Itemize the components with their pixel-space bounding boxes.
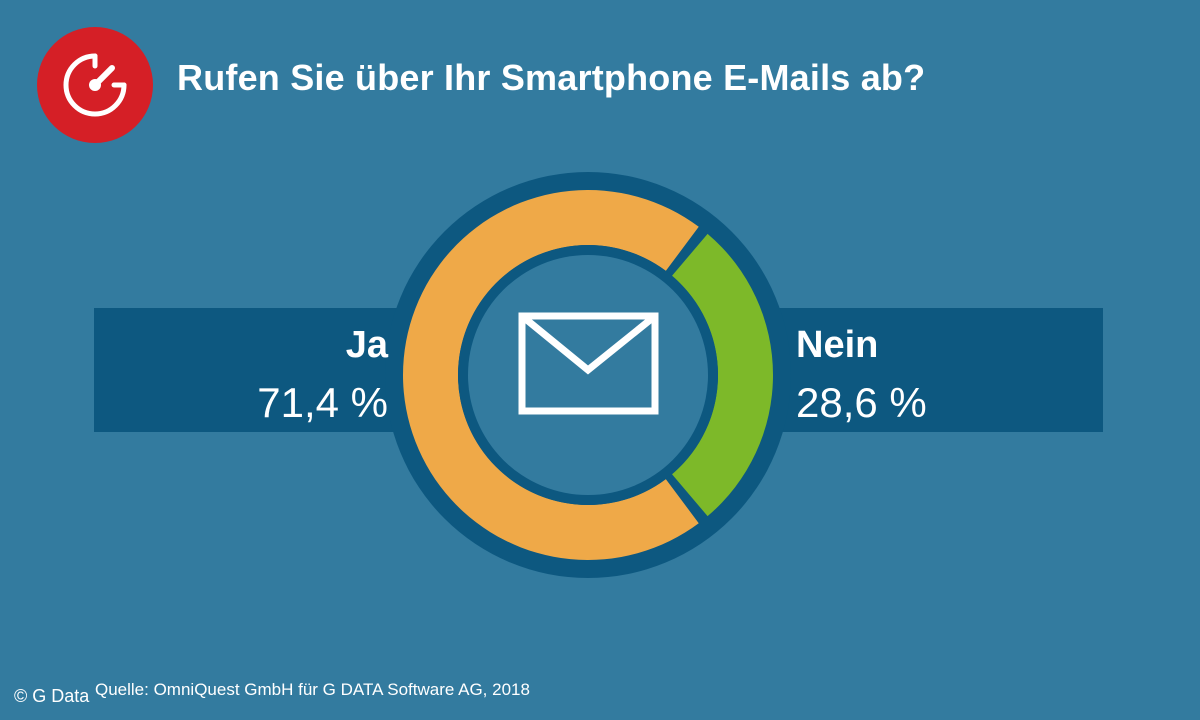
donut-slice-ja (402, 189, 699, 560)
donut-slice-nein (672, 233, 773, 517)
copyright-note: © G Data (14, 686, 90, 706)
label-ja: Ja 71,4 % (257, 326, 388, 424)
label-nein: Nein 28,6 % (796, 326, 927, 424)
source-note: Quelle: OmniQuest GmbH für G DATA Softwa… (95, 680, 530, 699)
label-nein-name: Nein (796, 324, 879, 366)
speedometer-icon (37, 27, 153, 143)
label-nein-value: 28,6 % (796, 379, 927, 426)
label-ja-name: Ja (345, 324, 388, 366)
page-title: Rufen Sie über Ihr Smartphone E-Mails ab… (177, 57, 926, 98)
donut-center (468, 255, 708, 495)
label-ja-value: 71,4 % (257, 379, 388, 426)
donut-slices (402, 189, 773, 560)
envelope-icon (518, 312, 659, 415)
